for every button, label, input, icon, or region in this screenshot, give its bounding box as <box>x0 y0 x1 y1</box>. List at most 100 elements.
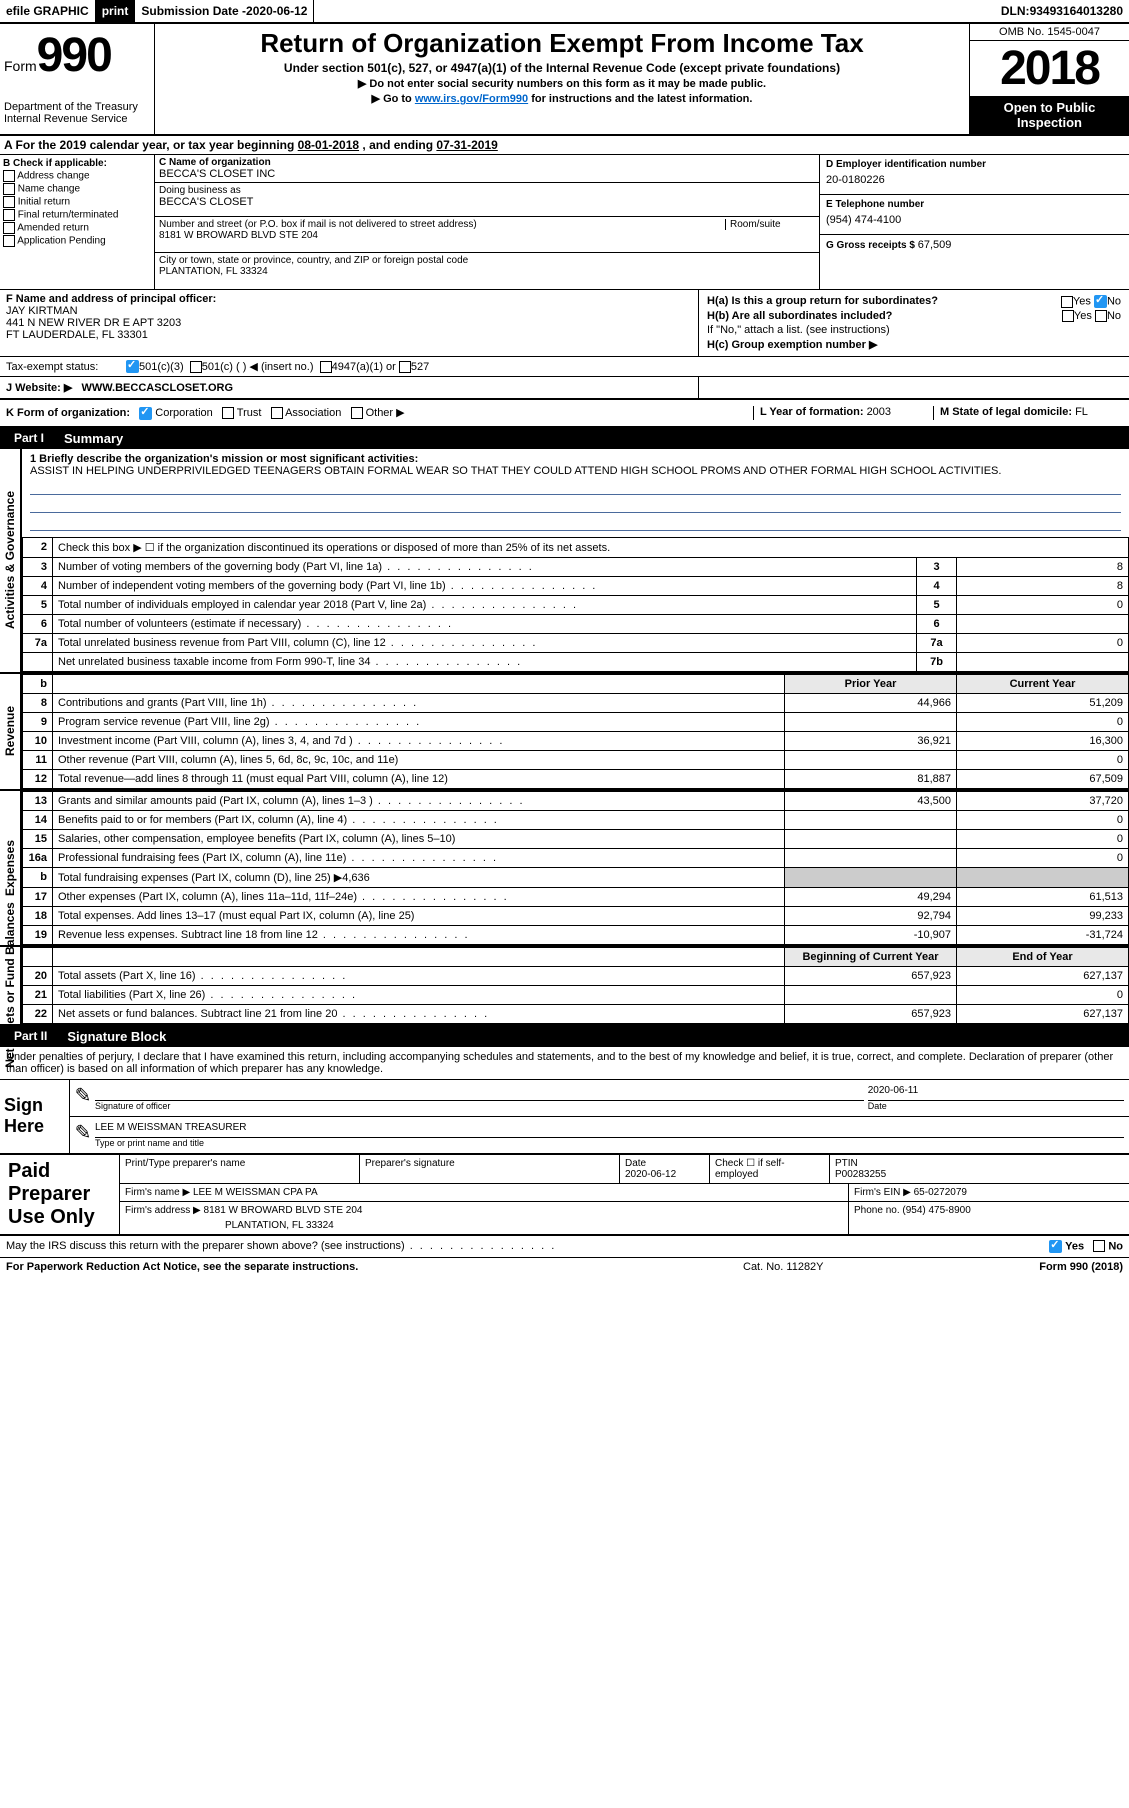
gross-receipts: 67,509 <box>918 239 952 251</box>
prep-row-3: Firm's address ▶ 8181 W BROWARD BLVD STE… <box>120 1202 1129 1234</box>
cb-trust[interactable] <box>222 407 234 419</box>
table-row: 6Total number of volunteers (estimate if… <box>23 614 1129 633</box>
sign-name-row: ✎ LEE M WEISSMAN TREASURER Type or print… <box>70 1117 1129 1153</box>
table-row: 10Investment income (Part VIII, column (… <box>23 731 1129 750</box>
side-netassets: Net Assets or Fund Balances <box>0 947 22 1024</box>
title-col: Return of Organization Exempt From Incom… <box>155 24 969 134</box>
table-row: bPrior YearCurrent Year <box>23 674 1129 693</box>
side-revenue: Revenue <box>0 674 22 789</box>
sign-section: Sign Here ✎ Signature of officer 2020-06… <box>0 1080 1129 1155</box>
prep-row-2: Firm's name ▶ LEE M WEISSMAN CPA PA Firm… <box>120 1184 1129 1202</box>
officer-addr2: FT LAUDERDALE, FL 33301 <box>6 329 692 341</box>
cb-amended[interactable]: Amended return <box>3 222 151 234</box>
col-c: C Name of organization BECCA'S CLOSET IN… <box>155 155 819 289</box>
line-a: A For the 2019 calendar year, or tax yea… <box>0 136 1129 155</box>
mission-text: ASSIST IN HELPING UNDERPRIVILEDGED TEENA… <box>30 465 1121 477</box>
dept-treasury: Department of the Treasury Internal Reve… <box>4 101 150 125</box>
table-row: 14Benefits paid to or for members (Part … <box>23 810 1129 829</box>
submission-date: Submission Date - 2020-06-12 <box>135 0 314 22</box>
expenses-section: Expenses 13Grants and similar amounts pa… <box>0 791 1129 947</box>
cb-4947[interactable] <box>320 361 332 373</box>
cb-527[interactable] <box>399 361 411 373</box>
table-row: 12Total revenue—add lines 8 through 11 (… <box>23 769 1129 788</box>
cb-discuss-no[interactable] <box>1093 1240 1105 1252</box>
form-id-col: Form 990 Department of the Treasury Inte… <box>0 24 155 134</box>
form-990: Form 990 <box>4 28 150 83</box>
instr-2: ▶ Go to www.irs.gov/Form990 for instruct… <box>165 92 959 105</box>
website: J Website: ▶ WWW.BECCASCLOSET.ORG <box>0 377 699 398</box>
cb-other[interactable] <box>351 407 363 419</box>
netassets-section: Net Assets or Fund Balances Beginning of… <box>0 947 1129 1026</box>
perjury-text: Under penalties of perjury, I declare th… <box>0 1047 1129 1080</box>
table-row: bTotal fundraising expenses (Part IX, co… <box>23 867 1129 887</box>
b-label: B Check if applicable: <box>3 158 151 169</box>
e-phone: E Telephone number (954) 474-4100 <box>820 195 1129 235</box>
row-k: K Form of organization: Corporation Trus… <box>0 400 1129 428</box>
g-receipts: G Gross receipts $ 67,509 <box>820 235 1129 275</box>
table-row: 18Total expenses. Add lines 13–17 (must … <box>23 906 1129 925</box>
pen-icon: ✎ <box>73 1120 93 1150</box>
revenue-section: Revenue bPrior YearCurrent Year 8Contrib… <box>0 674 1129 791</box>
form-header: Form 990 Department of the Treasury Inte… <box>0 24 1129 136</box>
discuss-row: May the IRS discuss this return with the… <box>0 1236 1129 1258</box>
col-b: B Check if applicable: Address change Na… <box>0 155 155 289</box>
table-row: 2Check this box ▶ ☐ if the organization … <box>23 537 1129 557</box>
table-row: 3Number of voting members of the governi… <box>23 557 1129 576</box>
cb-corp[interactable] <box>139 407 152 420</box>
open-public: Open to Public Inspection <box>970 96 1129 134</box>
cb-app-pending[interactable]: Application Pending <box>3 235 151 247</box>
cb-discuss-yes[interactable] <box>1049 1240 1062 1253</box>
row-fh: F Name and address of principal officer:… <box>0 290 1129 357</box>
form-word: Form <box>4 58 37 74</box>
table-row: 19Revenue less expenses. Subtract line 1… <box>23 925 1129 944</box>
cb-name-change[interactable]: Name change <box>3 183 151 195</box>
cb-initial-return[interactable]: Initial return <box>3 196 151 208</box>
ein: 20-0180226 <box>826 174 1123 186</box>
table-row: 7aTotal unrelated business revenue from … <box>23 633 1129 652</box>
paperwork-footer: For Paperwork Reduction Act Notice, see … <box>0 1258 1129 1276</box>
cb-assoc[interactable] <box>271 407 283 419</box>
block-b-g: B Check if applicable: Address change Na… <box>0 155 1129 290</box>
cb-501c[interactable] <box>190 361 202 373</box>
pen-icon: ✎ <box>73 1083 93 1113</box>
efile-label: efile GRAPHIC <box>0 0 96 22</box>
main-title: Return of Organization Exempt From Incom… <box>165 28 959 59</box>
table-row: 16aProfessional fundraising fees (Part I… <box>23 848 1129 867</box>
instr-1: ▶ Do not enter social security numbers o… <box>165 77 959 90</box>
preparer-label: Paid Preparer Use Only <box>0 1155 120 1234</box>
side-activities: Activities & Governance <box>0 449 22 672</box>
table-row: 22Net assets or fund balances. Subtract … <box>23 1004 1129 1023</box>
sign-officer-row: ✎ Signature of officer 2020-06-11 Date <box>70 1080 1129 1117</box>
c-dba-row: Doing business as BECCA'S CLOSET <box>155 183 819 217</box>
table-row: 11Other revenue (Part VIII, column (A), … <box>23 750 1129 769</box>
prep-row-1: Print/Type preparer's name Preparer's si… <box>120 1155 1129 1184</box>
table-row: 5Total number of individuals employed in… <box>23 595 1129 614</box>
mission-block: 1 Briefly describe the organization's mi… <box>22 449 1129 537</box>
c-addr: Number and street (or P.O. box if mail i… <box>155 217 819 253</box>
row-tax-status: Tax-exempt status: 501(c)(3) 501(c) ( ) … <box>0 357 1129 377</box>
part2-header: Part II Signature Block <box>0 1026 1129 1047</box>
street: 8181 W BROWARD BLVD STE 204 <box>159 230 815 241</box>
irs-link[interactable]: www.irs.gov/Form990 <box>415 93 528 105</box>
cb-address-change[interactable]: Address change <box>3 170 151 182</box>
expenses-table: 13Grants and similar amounts paid (Part … <box>22 791 1129 945</box>
form-number: 990 <box>37 28 111 83</box>
c-city: City or town, state or province, country… <box>155 253 819 289</box>
officer-sign-name: LEE M WEISSMAN TREASURER <box>95 1122 1124 1138</box>
subtitle: Under section 501(c), 527, or 4947(a)(1)… <box>165 61 959 75</box>
cb-501c3[interactable] <box>126 360 139 373</box>
dln: DLN: 93493164013280 <box>995 0 1129 22</box>
table-row: 20Total assets (Part X, line 16)657,9236… <box>23 966 1129 985</box>
netassets-table: Beginning of Current YearEnd of Year 20T… <box>22 947 1129 1024</box>
row-web: J Website: ▶ WWW.BECCASCLOSET.ORG <box>0 377 1129 400</box>
activities-table: 2Check this box ▶ ☐ if the organization … <box>22 537 1129 672</box>
col-deg: D Employer identification number 20-0180… <box>819 155 1129 289</box>
city: PLANTATION, FL 33324 <box>159 266 815 277</box>
sign-date: 2020-06-11 <box>868 1085 1124 1101</box>
print-button[interactable]: print <box>96 0 136 22</box>
cb-final-return[interactable]: Final return/terminated <box>3 209 151 221</box>
table-row: Beginning of Current YearEnd of Year <box>23 947 1129 966</box>
preparer-section: Paid Preparer Use Only Print/Type prepar… <box>0 1155 1129 1236</box>
table-row: 8Contributions and grants (Part VIII, li… <box>23 693 1129 712</box>
c-name-row: C Name of organization BECCA'S CLOSET IN… <box>155 155 819 183</box>
